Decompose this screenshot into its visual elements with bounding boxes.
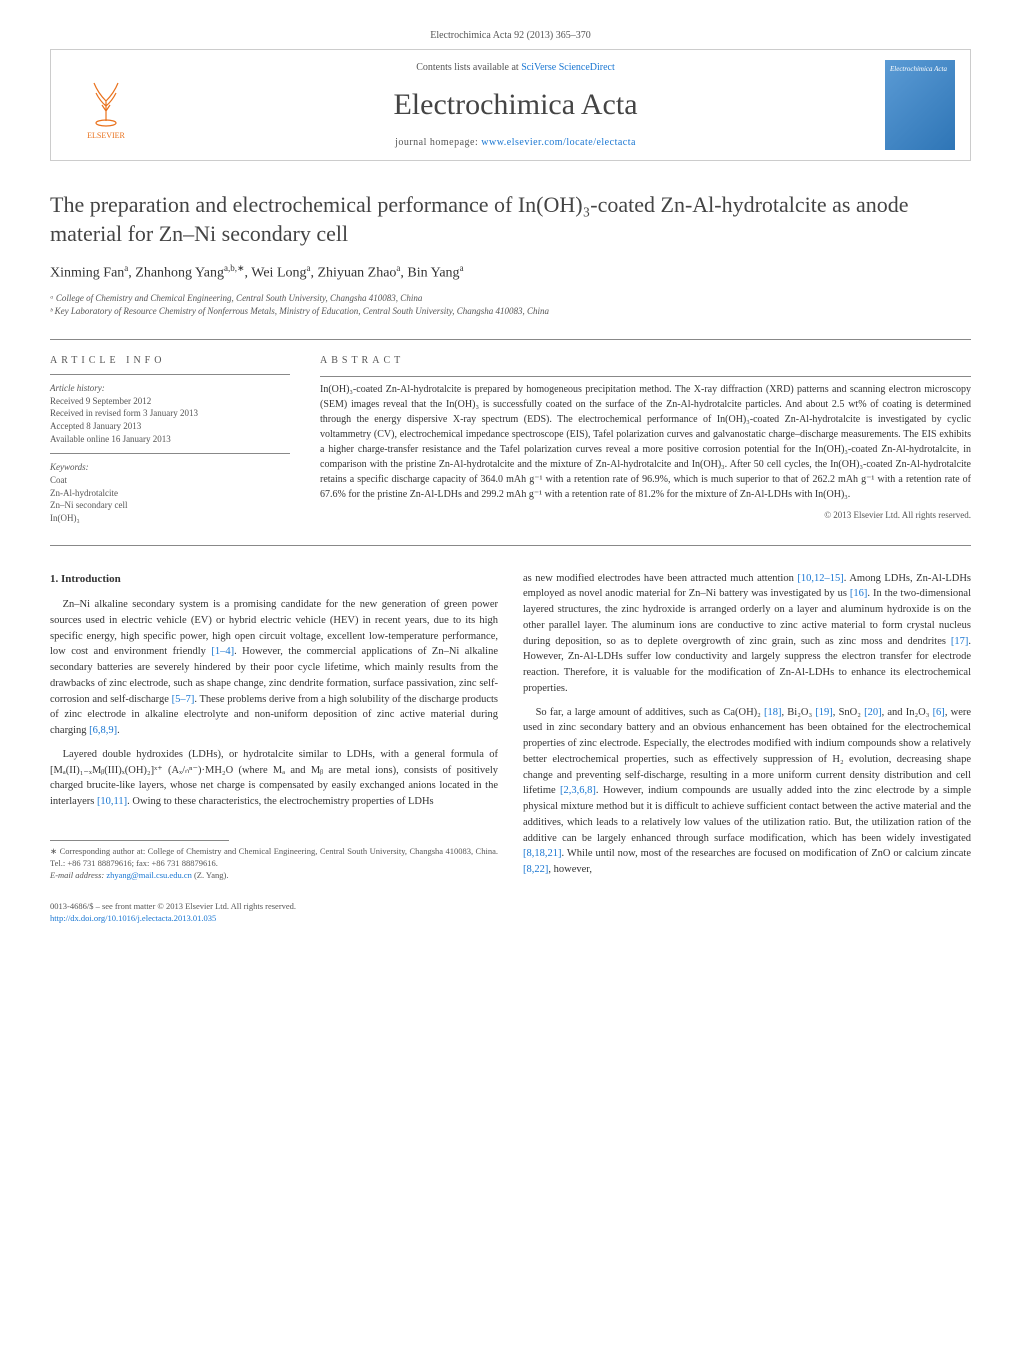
- divider-top: [50, 339, 971, 340]
- footnote-divider: [50, 840, 229, 841]
- info-divider-1: [50, 374, 290, 375]
- intro-para-4: So far, a large amount of additives, suc…: [523, 705, 971, 878]
- email-suffix: (Z. Yang).: [192, 870, 229, 880]
- homepage-link[interactable]: www.elsevier.com/locate/electacta: [481, 137, 636, 148]
- journal-cover: Electrochimica Acta: [885, 60, 955, 150]
- bottom-info: 0013-4686/$ – see front matter © 2013 El…: [50, 901, 971, 925]
- affiliation-a: ᵃ College of Chemistry and Chemical Engi…: [50, 292, 971, 306]
- article-info-column: article info Article history: Received 9…: [50, 355, 290, 525]
- sciencedirect-link[interactable]: SciVerse ScienceDirect: [521, 62, 615, 73]
- article-info-header: article info: [50, 355, 290, 366]
- elsevier-logo: ELSEVIER: [66, 60, 146, 150]
- elsevier-tree-icon: [76, 71, 136, 131]
- abstract-header: abstract: [320, 355, 971, 366]
- article-title: The preparation and electrochemical perf…: [50, 191, 971, 248]
- keyword-3: Zn–Ni secondary cell: [50, 499, 290, 512]
- right-column: as new modified electrodes have been att…: [523, 571, 971, 886]
- journal-reference: Electrochimica Acta 92 (2013) 365–370: [50, 30, 971, 41]
- contents-line: Contents lists available at SciVerse Sci…: [146, 62, 885, 73]
- cover-title: Electrochimica Acta: [890, 65, 950, 73]
- journal-header: ELSEVIER Contents lists available at Sci…: [50, 49, 971, 161]
- divider-bottom: [50, 545, 971, 546]
- corresponding-footnote: ∗ Corresponding author at: College of Ch…: [50, 846, 498, 870]
- intro-para-3: as new modified electrodes have been att…: [523, 571, 971, 697]
- history-accepted: Accepted 8 January 2013: [50, 420, 290, 433]
- email-footnote: E-mail address: zhyang@mail.csu.edu.cn (…: [50, 870, 498, 882]
- issn-line: 0013-4686/$ – see front matter © 2013 El…: [50, 901, 971, 913]
- history-received: Received 9 September 2012: [50, 395, 290, 408]
- keyword-4: In(OH)₃: [50, 512, 290, 525]
- authors-list: Xinming Fana, Zhanhong Yanga,b,∗, Wei Lo…: [50, 263, 971, 282]
- elsevier-label: ELSEVIER: [87, 131, 125, 140]
- abstract-copyright: © 2013 Elsevier Ltd. All rights reserved…: [320, 510, 971, 520]
- intro-para-2: Layered double hydroxides (LDHs), or hyd…: [50, 747, 498, 810]
- homepage-line: journal homepage: www.elsevier.com/locat…: [146, 137, 885, 148]
- homepage-prefix: journal homepage:: [395, 137, 481, 148]
- abstract-text: In(OH)₃-coated Zn-Al-hydrotalcite is pre…: [320, 382, 971, 502]
- abstract-divider: [320, 376, 971, 377]
- affiliations: ᵃ College of Chemistry and Chemical Engi…: [50, 292, 971, 319]
- history-title: Article history:: [50, 383, 290, 393]
- history-online: Available online 16 January 2013: [50, 433, 290, 446]
- abstract-column: abstract In(OH)₃-coated Zn-Al-hydrotalci…: [320, 355, 971, 525]
- journal-title: Electrochimica Acta: [146, 88, 885, 122]
- keyword-1: Coat: [50, 474, 290, 487]
- affiliation-b: ᵇ Key Laboratory of Resource Chemistry o…: [50, 305, 971, 319]
- keywords-title: Keywords:: [50, 462, 290, 472]
- left-column: 1. Introduction Zn–Ni alkaline secondary…: [50, 571, 498, 886]
- keyword-2: Zn-Al-hydrotalcite: [50, 487, 290, 500]
- info-divider-2: [50, 453, 290, 454]
- header-center: Contents lists available at SciVerse Sci…: [146, 62, 885, 148]
- intro-para-1: Zn–Ni alkaline secondary system is a pro…: [50, 597, 498, 739]
- email-link[interactable]: zhyang@mail.csu.edu.cn: [106, 870, 191, 880]
- doi-link[interactable]: http://dx.doi.org/10.1016/j.electacta.20…: [50, 913, 216, 923]
- info-abstract-row: article info Article history: Received 9…: [50, 355, 971, 525]
- contents-prefix: Contents lists available at: [416, 62, 521, 73]
- history-revised: Received in revised form 3 January 2013: [50, 407, 290, 420]
- email-label: E-mail address:: [50, 870, 106, 880]
- body-columns: 1. Introduction Zn–Ni alkaline secondary…: [50, 571, 971, 886]
- section-heading: 1. Introduction: [50, 571, 498, 588]
